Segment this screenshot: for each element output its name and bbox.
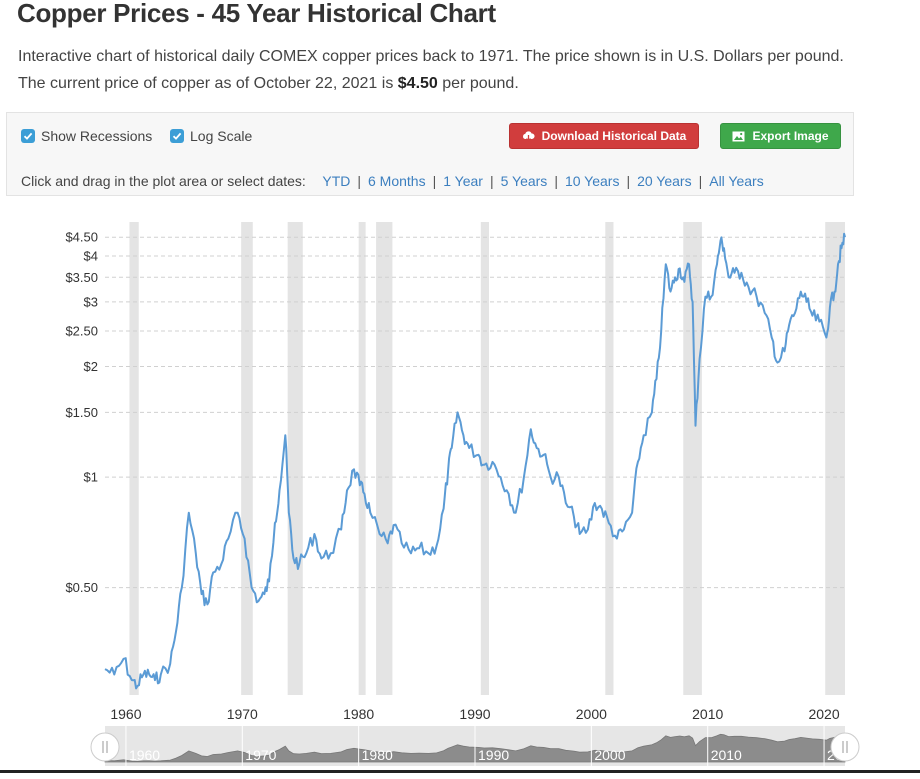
recession-band xyxy=(683,222,702,695)
range-10-years[interactable]: 10 Years xyxy=(564,173,620,189)
log-scale-label: Log Scale xyxy=(190,128,253,144)
x-tick-label: 1970 xyxy=(227,706,258,722)
recession-band xyxy=(129,222,139,695)
recession-bands xyxy=(129,222,845,695)
y-axis-labels: $0.50 $1 $1.50 $2 $2.50 $3 $3.50 $4 $4.50 xyxy=(65,230,98,595)
page-title: Copper Prices - 45 Year Historical Chart xyxy=(17,0,496,28)
y-tick-label: $0.50 xyxy=(65,580,98,595)
y-tick-label: $4 xyxy=(84,248,98,263)
x-tick-label: 2010 xyxy=(692,706,723,722)
x-tick-label: 2000 xyxy=(576,706,607,722)
date-range-selector: Click and drag in the plot area or selec… xyxy=(21,173,764,189)
chart-description: Interactive chart of historical daily CO… xyxy=(18,43,898,97)
copper-price-series-line xyxy=(104,232,846,690)
navigator-left-handle[interactable] xyxy=(90,732,120,762)
copper-price-chart[interactable]: $0.50$1$1.50$2$2.50$3$3.50$4$4.50 1960 19… xyxy=(0,200,920,726)
navigator-scrollbar[interactable] xyxy=(0,770,920,773)
y-tick-label: $3.50 xyxy=(65,270,98,285)
y-tick-label: $1 xyxy=(84,470,98,485)
y-tick-label: $3 xyxy=(84,294,98,309)
show-recessions-label: Show Recessions xyxy=(41,128,153,144)
checkbox-checked-icon xyxy=(21,129,35,143)
y-tick-label: $2.50 xyxy=(65,323,98,338)
image-icon xyxy=(732,131,745,142)
show-recessions-checkbox[interactable]: Show Recessions xyxy=(21,128,152,144)
range-20-years[interactable]: 20 Years xyxy=(637,173,692,189)
range-1-year[interactable]: 1 Year xyxy=(443,173,483,189)
recession-band xyxy=(287,222,303,695)
y-tick-label: $1.50 xyxy=(65,405,98,420)
navigator-year-label: 1970 xyxy=(245,747,276,763)
current-price: $4.50 xyxy=(397,75,438,92)
navigator-year-label: 1960 xyxy=(129,747,160,763)
y-tick-label: $4.50 xyxy=(65,230,98,245)
log-scale-checkbox[interactable]: Log Scale xyxy=(170,128,252,144)
recession-band xyxy=(605,222,614,695)
navigator-right-handle[interactable] xyxy=(830,732,860,762)
cloud-download-icon xyxy=(522,130,535,142)
description-line-1: Interactive chart of historical daily CO… xyxy=(18,48,844,65)
range-prompt: Click and drag in the plot area or selec… xyxy=(21,173,306,189)
x-tick-label: 2020 xyxy=(808,706,839,722)
range-6-months[interactable]: 6 Months xyxy=(368,173,426,189)
checkbox-checked-icon xyxy=(170,129,184,143)
navigator-year-label: 1980 xyxy=(362,747,393,763)
recession-band xyxy=(241,222,253,695)
export-label: Export Image xyxy=(752,129,829,143)
recession-band xyxy=(376,222,393,695)
export-image-button[interactable]: Export Image xyxy=(720,123,841,149)
y-tick-label: $2 xyxy=(84,359,98,374)
recession-band xyxy=(480,222,489,695)
range-ytd[interactable]: YTD xyxy=(322,173,351,189)
description-line-2: The current price of copper as of Octobe… xyxy=(18,75,519,92)
navigator-year-label: 2000 xyxy=(594,747,625,763)
recession-band xyxy=(358,222,366,695)
navigator-year-label: 1990 xyxy=(478,747,509,763)
download-historical-data-button[interactable]: Download Historical Data xyxy=(509,123,699,149)
chart-controls: Show Recessions Log Scale Download Histo… xyxy=(6,112,854,196)
x-axis-labels: 1960 1970 1980 1990 2000 2010 2020 xyxy=(110,706,839,722)
x-tick-label: 1960 xyxy=(110,706,141,722)
x-tick-label: 1990 xyxy=(459,706,490,722)
range-all-years[interactable]: All Years xyxy=(709,173,764,189)
grid-lines xyxy=(105,236,845,589)
range-5-years[interactable]: 5 Years xyxy=(500,173,548,189)
x-tick-label: 1980 xyxy=(343,706,374,722)
recession-band xyxy=(825,222,845,695)
download-label: Download Historical Data xyxy=(541,129,687,143)
navigator-year-label: 2010 xyxy=(711,747,742,763)
